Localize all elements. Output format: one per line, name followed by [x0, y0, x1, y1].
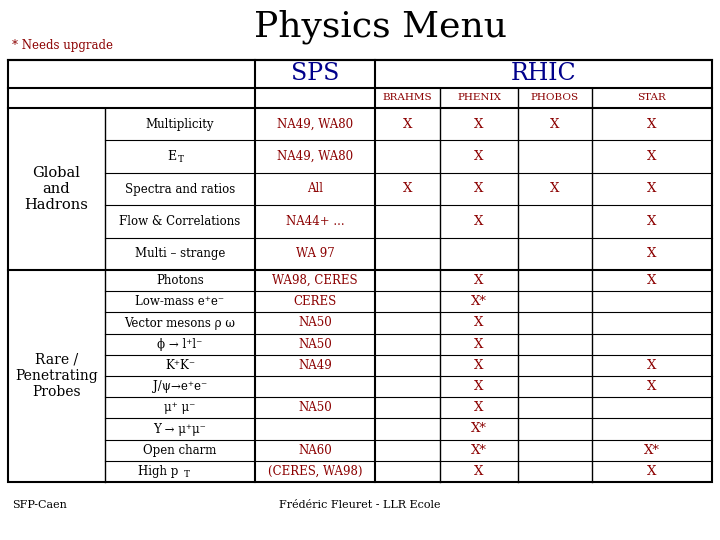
Text: High p: High p [138, 465, 178, 478]
Text: T: T [184, 470, 190, 479]
Text: X: X [474, 380, 484, 393]
Text: X: X [474, 150, 484, 163]
Text: X: X [550, 183, 559, 195]
Text: X: X [647, 150, 657, 163]
Text: Photons: Photons [156, 274, 204, 287]
Text: SPS: SPS [291, 63, 339, 85]
Bar [8, 60, 712, 482]
Text: Vector mesons ρ ω: Vector mesons ρ ω [125, 316, 235, 329]
Text: NA49: NA49 [298, 359, 332, 372]
Text: Open charm: Open charm [143, 444, 217, 457]
Text: X: X [474, 316, 484, 329]
Text: Global
and
Hadrons: Global and Hadrons [24, 166, 89, 212]
Text: Multi – strange: Multi – strange [135, 247, 225, 260]
Text: Spectra and ratios: Spectra and ratios [125, 183, 235, 195]
Text: X: X [647, 274, 657, 287]
Text: NA49, WA80: NA49, WA80 [277, 118, 353, 131]
Text: Flow & Correlations: Flow & Correlations [120, 215, 240, 228]
Text: X*: X* [644, 444, 660, 457]
Text: STAR: STAR [638, 93, 667, 103]
Text: (CERES, WA98): (CERES, WA98) [268, 465, 362, 478]
Text: SFP-Caen: SFP-Caen [12, 500, 67, 510]
Text: X: X [474, 183, 484, 195]
Text: WA98, CERES: WA98, CERES [272, 274, 358, 287]
Text: Rare /
Penetrating
Probes: Rare / Penetrating Probes [15, 353, 98, 399]
Text: RHIC: RHIC [510, 63, 576, 85]
Text: Multiplicity: Multiplicity [145, 118, 215, 131]
Text: * Needs upgrade: * Needs upgrade [12, 38, 113, 51]
Text: X: X [550, 118, 559, 131]
Text: X: X [647, 465, 657, 478]
Text: NA50: NA50 [298, 338, 332, 350]
Text: Frédéric Fleuret - LLR Ecole: Frédéric Fleuret - LLR Ecole [279, 500, 441, 510]
Text: WA 97: WA 97 [296, 247, 334, 260]
Text: X: X [402, 183, 412, 195]
Text: E: E [167, 150, 176, 163]
Text: X: X [474, 215, 484, 228]
Text: NA49, WA80: NA49, WA80 [277, 150, 353, 163]
Text: NA50: NA50 [298, 401, 332, 414]
Text: X: X [647, 359, 657, 372]
Text: CERES: CERES [293, 295, 337, 308]
Text: Low-mass e⁺e⁻: Low-mass e⁺e⁻ [135, 295, 225, 308]
Text: X: X [474, 118, 484, 131]
Text: K⁺K⁻: K⁺K⁻ [165, 359, 195, 372]
Text: μ⁺ μ⁻: μ⁺ μ⁻ [164, 401, 196, 414]
Text: BRAHMS: BRAHMS [383, 93, 432, 103]
Text: All: All [307, 183, 323, 195]
Text: ϕ → l⁺l⁻: ϕ → l⁺l⁻ [157, 338, 203, 350]
Text: X: X [647, 183, 657, 195]
Text: X: X [474, 274, 484, 287]
Text: X: X [474, 338, 484, 350]
Text: NA60: NA60 [298, 444, 332, 457]
Text: J/ψ→e⁺e⁻: J/ψ→e⁺e⁻ [153, 380, 207, 393]
Text: NA44+ ...: NA44+ ... [286, 215, 344, 228]
Text: Υ → μ⁺μ⁻: Υ → μ⁺μ⁻ [153, 422, 207, 435]
Text: PHOBOS: PHOBOS [531, 93, 579, 103]
Text: X*: X* [471, 422, 487, 435]
Text: X: X [647, 118, 657, 131]
Text: NA50: NA50 [298, 316, 332, 329]
Text: X*: X* [471, 295, 487, 308]
Text: X: X [474, 401, 484, 414]
Text: X: X [647, 247, 657, 260]
Text: X: X [647, 380, 657, 393]
Text: X: X [474, 465, 484, 478]
Text: X: X [647, 215, 657, 228]
Text: T: T [178, 155, 184, 164]
Text: PHENIX: PHENIX [457, 93, 501, 103]
Text: X*: X* [471, 444, 487, 457]
Text: X: X [402, 118, 412, 131]
Text: Physics Menu: Physics Menu [253, 10, 506, 44]
Text: X: X [474, 359, 484, 372]
